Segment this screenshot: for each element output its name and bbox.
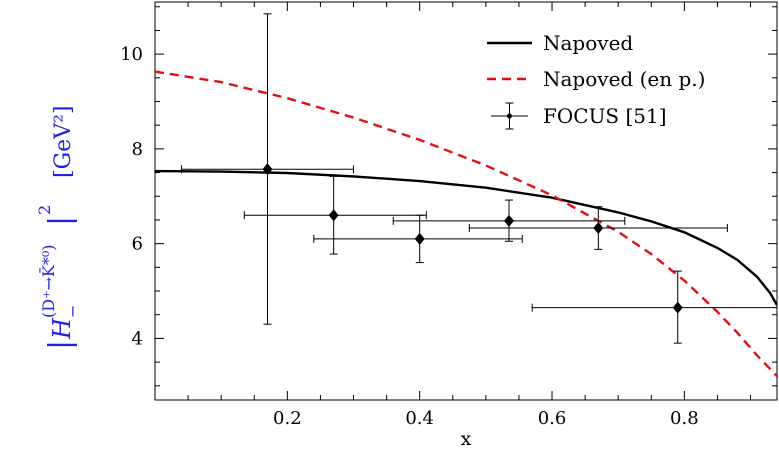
- legend-swatch-marker: [507, 113, 512, 119]
- y-axis-label-superscript: (D⁺→K̄*⁰): [37, 244, 58, 318]
- legend-item: Napoved (en p.): [487, 67, 705, 91]
- y-axis-label-power: 2: [35, 205, 54, 215]
- data-point: [180, 13, 355, 325]
- diamond-marker: [262, 163, 273, 176]
- data-point: [243, 175, 427, 255]
- series-line-napoved-en-p: [155, 70, 777, 378]
- y-axis-label-abs-right: |: [43, 216, 78, 226]
- legend-label: Napoved (en p.): [543, 67, 705, 91]
- y-tick-label: 8: [132, 139, 143, 160]
- x-axis-label: x: [461, 428, 472, 450]
- y-tick-label: 4: [132, 328, 143, 349]
- y-axis-label: | H − (D⁺→K̄*⁰) | 2 [GeV²]: [35, 106, 82, 350]
- y-axis-label-symbol: H: [48, 317, 76, 340]
- legend-label: FOCUS [51]: [543, 104, 667, 128]
- plot-frame: [154, 1, 778, 401]
- y-tick-label: 6: [132, 234, 143, 255]
- legend-item: FOCUS [51]: [491, 102, 667, 130]
- y-tick-label: 10: [120, 44, 143, 65]
- legend-item: Napoved: [487, 31, 633, 55]
- y-axis-label-unit: [GeV²]: [51, 106, 76, 178]
- x-tick-label: 0.8: [670, 408, 699, 429]
- data-point: [468, 206, 728, 250]
- diamond-marker: [593, 222, 604, 235]
- diamond-marker: [414, 232, 425, 245]
- x-tick-label: 0.2: [273, 408, 302, 429]
- y-axis-label-abs-left: |: [43, 340, 78, 350]
- legend-label: Napoved: [543, 31, 633, 55]
- data-point: [531, 270, 777, 344]
- y-axis-label-subscript: −: [63, 305, 82, 318]
- data-point: [392, 199, 626, 242]
- data-point: [313, 214, 523, 264]
- diamond-marker: [504, 214, 515, 227]
- x-tick-label: 0.4: [405, 408, 434, 429]
- series-line-napoved: [155, 169, 777, 306]
- x-tick-label: 0.6: [538, 408, 567, 429]
- diamond-marker: [672, 301, 683, 314]
- diamond-marker: [328, 209, 339, 222]
